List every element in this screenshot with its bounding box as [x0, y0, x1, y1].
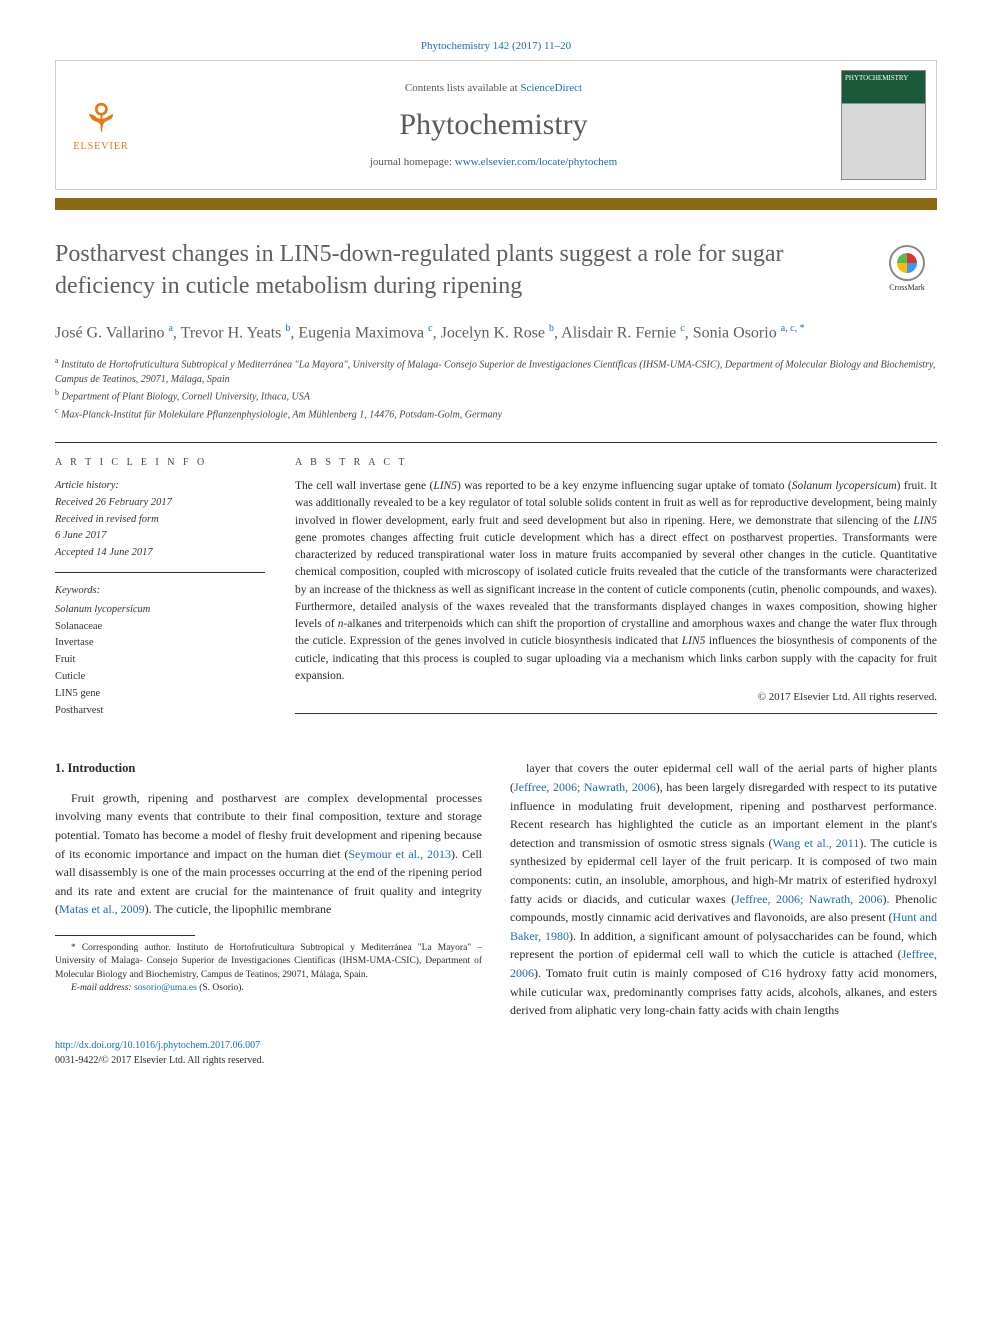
- keyword-item: Invertase: [55, 635, 265, 652]
- elsevier-tree-icon: ⚘: [64, 99, 138, 139]
- affiliation-a-text: Instituto de Hortofruticultura Subtropic…: [55, 359, 935, 385]
- intro-paragraph-col1: Fruit growth, ripening and postharvest a…: [55, 789, 482, 919]
- crossmark-badge[interactable]: CrossMark: [877, 238, 937, 298]
- body-column-right: layer that covers the outer epidermal ce…: [510, 759, 937, 1019]
- history-revised-line2: 6 June 2017: [55, 528, 265, 545]
- journal-header: ⚘ ELSEVIER Contents lists available at S…: [55, 60, 937, 190]
- page-footer: http://dx.doi.org/10.1016/j.phytochem.20…: [55, 1038, 937, 1068]
- affiliations: a Instituto de Hortofruticultura Subtrop…: [55, 355, 937, 422]
- abstract-column: A B S T R A C T The cell wall invertase …: [295, 457, 937, 719]
- affiliation-b-text: Department of Plant Biology, Cornell Uni…: [62, 392, 310, 403]
- issn-copyright: 0031-9422/© 2017 Elsevier Ltd. All right…: [55, 1055, 264, 1066]
- abstract-text: The cell wall invertase gene (LIN5) was …: [295, 478, 937, 685]
- affiliation-c: c Max-Planck-Institut für Molekulare Pfl…: [55, 405, 937, 422]
- article-history: Article history: Received 26 February 20…: [55, 478, 265, 573]
- abstract-copyright: © 2017 Elsevier Ltd. All rights reserved…: [295, 691, 937, 703]
- sciencedirect-link[interactable]: ScienceDirect: [520, 82, 582, 94]
- doi-link[interactable]: http://dx.doi.org/10.1016/j.phytochem.20…: [55, 1040, 260, 1051]
- email-label: E-mail address:: [71, 983, 134, 993]
- article-info-column: A R T I C L E I N F O Article history: R…: [55, 457, 265, 719]
- affiliation-c-text: Max-Planck-Institut für Molekulare Pflan…: [61, 409, 502, 420]
- affiliation-b: b Department of Plant Biology, Cornell U…: [55, 387, 937, 404]
- history-received: Received 26 February 2017: [55, 495, 265, 512]
- article-info-label: A R T I C L E I N F O: [55, 457, 265, 468]
- email-suffix: (S. Osorio).: [197, 983, 244, 993]
- keyword-item: Postharvest: [55, 703, 265, 720]
- keyword-item: Solanum lycopersicum: [55, 602, 265, 619]
- brown-divider-bar: [55, 198, 937, 210]
- footnote-separator: [55, 935, 195, 936]
- email-footnote: E-mail address: sosorio@uma.es (S. Osori…: [55, 982, 482, 995]
- keyword-item: Solanaceae: [55, 619, 265, 636]
- journal-cover-thumbnail: PHYTOCHEMISTRY: [841, 70, 926, 180]
- contents-line: Contents lists available at ScienceDirec…: [146, 82, 841, 94]
- elsevier-logo: ⚘ ELSEVIER: [56, 91, 146, 160]
- crossmark-label: CrossMark: [889, 283, 925, 292]
- body-column-left: 1. Introduction Fruit growth, ripening a…: [55, 759, 482, 1019]
- contents-prefix: Contents lists available at: [405, 82, 520, 94]
- keywords-label: Keywords:: [55, 583, 265, 600]
- abstract-label: A B S T R A C T: [295, 457, 937, 468]
- keyword-item: Fruit: [55, 652, 265, 669]
- homepage-link[interactable]: www.elsevier.com/locate/phytochem: [455, 156, 617, 168]
- homepage-line: journal homepage: www.elsevier.com/locat…: [146, 156, 841, 168]
- citation-line: Phytochemistry 142 (2017) 11–20: [55, 40, 937, 52]
- history-label: Article history:: [55, 478, 265, 495]
- keyword-item: LIN5 gene: [55, 686, 265, 703]
- abstract-divider: [295, 713, 937, 714]
- corresponding-author-footnote: * Corresponding author. Instituto de Hor…: [55, 942, 482, 982]
- article-title: Postharvest changes in LIN5-down-regulat…: [55, 238, 857, 303]
- history-revised-line1: Received in revised form: [55, 512, 265, 529]
- affiliation-a: a Instituto de Hortofruticultura Subtrop…: [55, 355, 937, 387]
- elsevier-text: ELSEVIER: [64, 141, 138, 152]
- homepage-prefix: journal homepage:: [370, 156, 455, 168]
- journal-name: Phytochemistry: [146, 108, 841, 142]
- email-link[interactable]: sosorio@uma.es: [134, 983, 197, 993]
- section-divider: [55, 442, 937, 443]
- history-accepted: Accepted 14 June 2017: [55, 545, 265, 562]
- keyword-item: Cuticle: [55, 669, 265, 686]
- section-heading-introduction: 1. Introduction: [55, 759, 482, 778]
- keywords-block: Keywords: Solanum lycopersicum Solanacea…: [55, 583, 265, 719]
- author-list: José G. Vallarino a, Trevor H. Yeats b, …: [55, 321, 937, 345]
- intro-paragraph-col2: layer that covers the outer epidermal ce…: [510, 759, 937, 1019]
- crossmark-icon: [889, 245, 925, 281]
